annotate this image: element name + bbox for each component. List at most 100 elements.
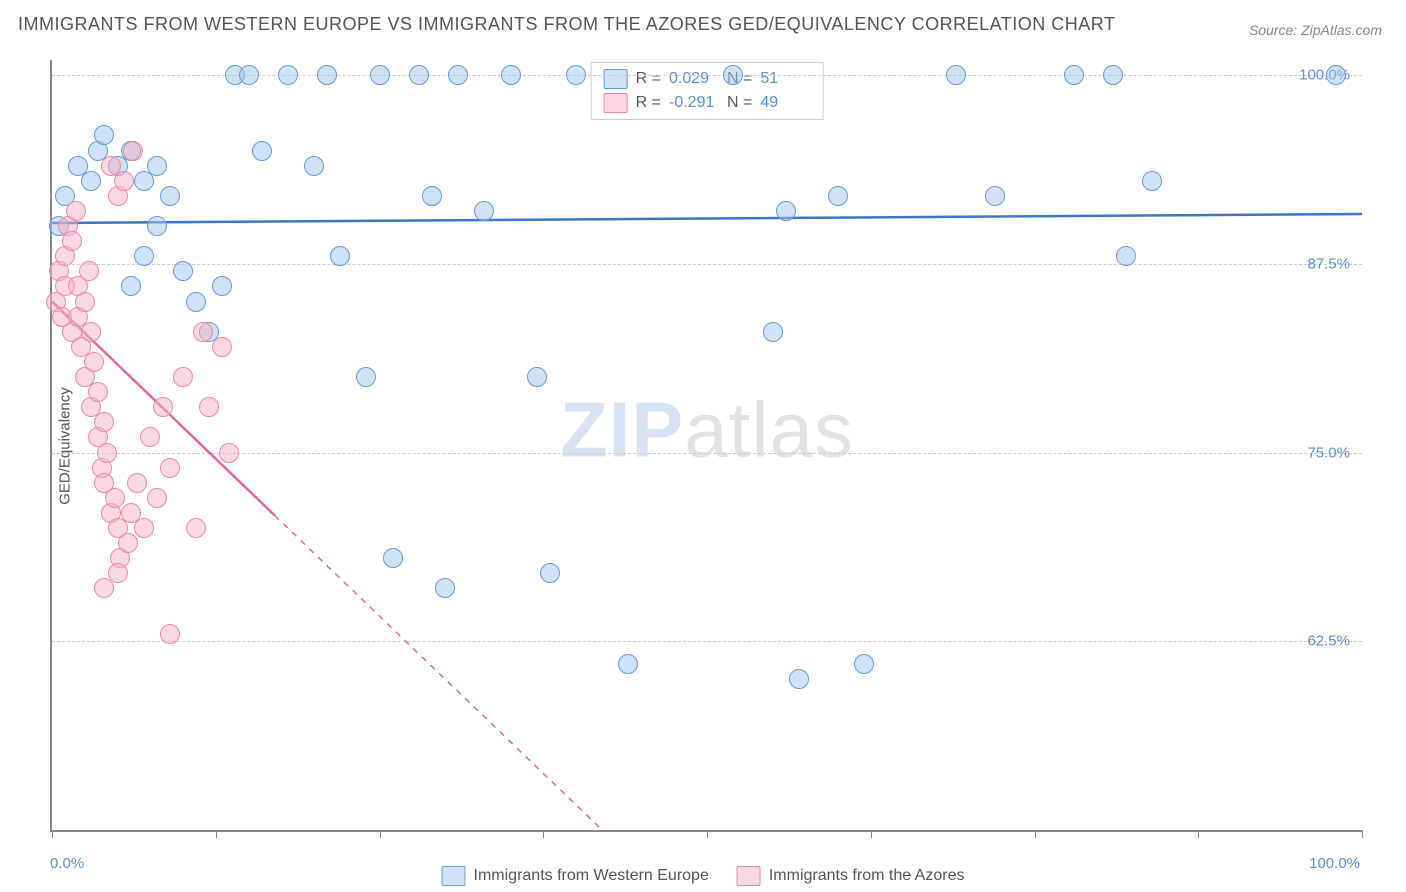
y-tick-label: 75.0% [1307,444,1350,461]
data-point [854,654,874,674]
legend-item: Immigrants from Western Europe [442,866,709,886]
series-legend: Immigrants from Western Europe Immigrant… [442,866,965,886]
data-point [409,65,429,85]
data-point [97,443,117,463]
legend-label: Immigrants from the Azores [769,867,965,885]
data-point [160,186,180,206]
data-point [105,488,125,508]
series-swatch-icon [737,866,761,886]
data-point [212,337,232,357]
legend-item: Immigrants from the Azores [737,866,965,886]
watermark-bold: ZIP [560,385,684,473]
legend-label: Immigrants from Western Europe [474,867,709,885]
series-swatch-icon [604,93,628,113]
gridline [52,453,1362,454]
data-point [356,367,376,387]
series-swatch-icon [442,866,466,886]
x-tick [216,830,217,838]
plot-area: ZIPatlas R = 0.029 N = 51 R = -0.291 N =… [50,60,1362,832]
x-tick [707,830,708,838]
n-value: 49 [760,94,810,112]
correlation-chart: IMMIGRANTS FROM WESTERN EUROPE VS IMMIGR… [0,0,1406,892]
x-max-label: 100.0% [1309,855,1360,872]
data-point [501,65,521,85]
data-point [134,518,154,538]
data-point [239,65,259,85]
data-point [212,276,232,296]
gridline [52,264,1362,265]
data-point [62,231,82,251]
data-point [94,412,114,432]
data-point [278,65,298,85]
x-tick [52,830,53,838]
data-point [828,186,848,206]
data-point [84,352,104,372]
chart-title: IMMIGRANTS FROM WESTERN EUROPE VS IMMIGR… [18,14,1115,35]
data-point [147,156,167,176]
data-point [79,261,99,281]
n-value: 51 [760,70,810,88]
data-point [118,533,138,553]
data-point [147,216,167,236]
data-point [540,563,560,583]
data-point [94,578,114,598]
data-point [186,292,206,312]
y-tick-label: 87.5% [1307,255,1350,272]
data-point [422,186,442,206]
data-point [304,156,324,176]
data-point [81,322,101,342]
watermark: ZIPatlas [560,384,854,475]
data-point [566,65,586,85]
data-point [474,201,494,221]
data-point [75,292,95,312]
data-point [81,171,101,191]
data-point [789,669,809,689]
data-point [1142,171,1162,191]
data-point [186,518,206,538]
x-tick [1198,830,1199,838]
x-tick [380,830,381,838]
data-point [618,654,638,674]
watermark-rest: atlas [684,385,854,473]
data-point [776,201,796,221]
data-point [330,246,350,266]
data-point [123,141,143,161]
data-point [127,473,147,493]
y-tick-label: 62.5% [1307,633,1350,650]
data-point [448,65,468,85]
x-min-label: 0.0% [50,855,84,872]
data-point [94,125,114,145]
r-label: R = [636,94,661,112]
data-point [435,578,455,598]
x-tick [871,830,872,838]
data-point [173,367,193,387]
series-swatch-icon [604,69,628,89]
data-point [153,397,173,417]
data-point [173,261,193,281]
x-tick [1362,830,1363,838]
data-point [1064,65,1084,85]
data-point [527,367,547,387]
data-point [88,382,108,402]
n-label: N = [727,94,752,112]
r-label: R = [636,70,661,88]
stats-legend: R = 0.029 N = 51 R = -0.291 N = 49 [591,62,824,120]
data-point [252,141,272,161]
data-point [763,322,783,342]
r-value: -0.291 [669,94,719,112]
data-point [723,65,743,85]
data-point [160,458,180,478]
data-point [66,201,86,221]
x-tick [543,830,544,838]
stats-row: R = -0.291 N = 49 [604,91,811,115]
x-tick [1035,830,1036,838]
source-attribution: Source: ZipAtlas.com [1249,22,1382,38]
data-point [1326,65,1346,85]
data-point [383,548,403,568]
data-point [114,171,134,191]
data-point [134,246,154,266]
stats-row: R = 0.029 N = 51 [604,67,811,91]
data-point [317,65,337,85]
data-point [985,186,1005,206]
data-point [370,65,390,85]
